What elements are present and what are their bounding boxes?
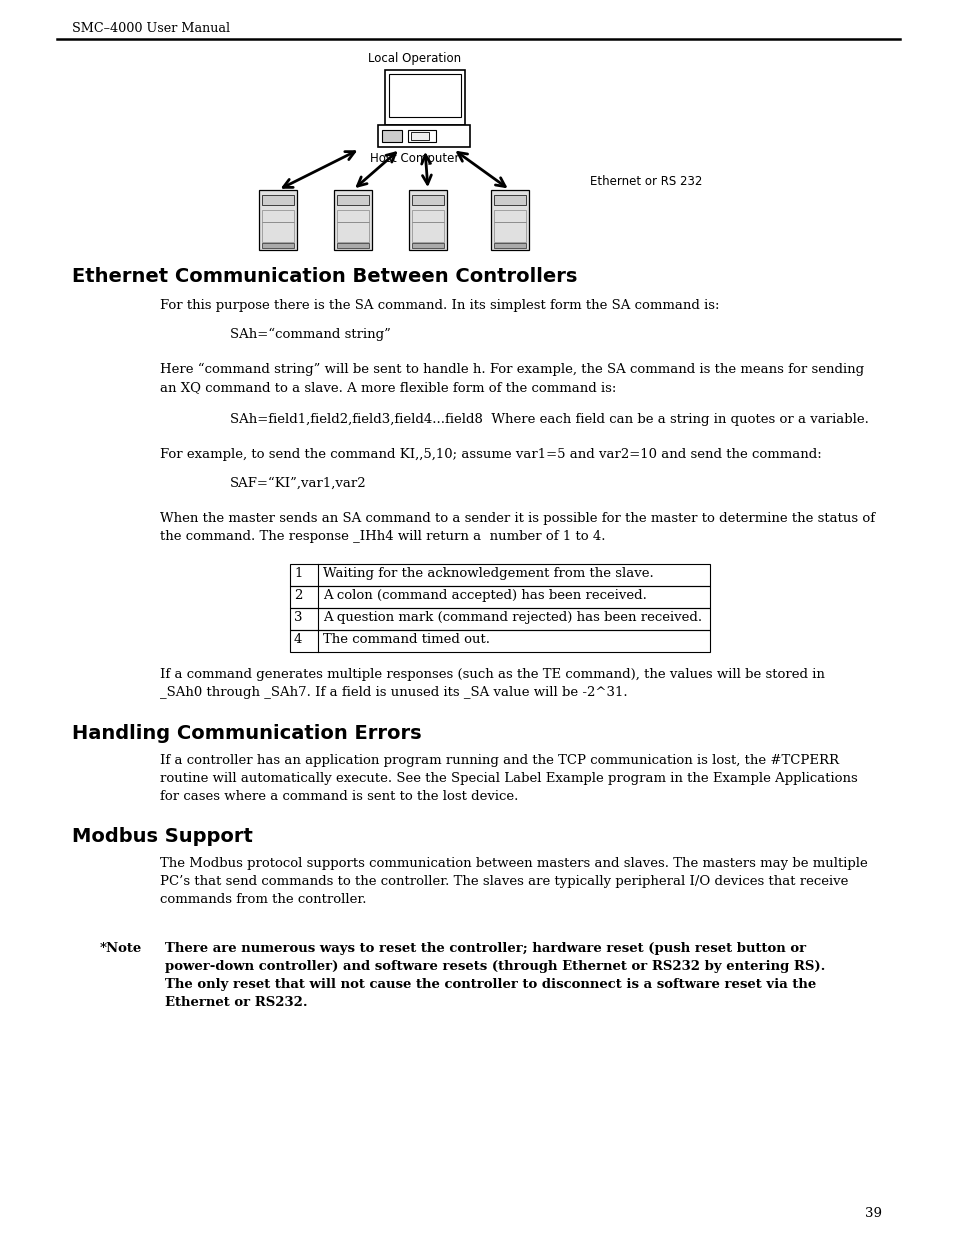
Bar <box>262 222 294 242</box>
Bar <box>262 243 294 248</box>
Bar <box>290 564 709 585</box>
Text: For this purpose there is the SA command. In its simplest form the SA command is: For this purpose there is the SA command… <box>160 299 719 312</box>
Bar <box>412 243 443 248</box>
Text: The Modbus protocol supports communication between masters and slaves. The maste: The Modbus protocol supports communicati… <box>160 857 867 906</box>
Text: If a controller has an application program running and the TCP communication is : If a controller has an application progr… <box>160 755 857 803</box>
Text: 4: 4 <box>294 634 302 646</box>
Text: Host Computer: Host Computer <box>370 152 459 165</box>
Bar <box>409 190 447 249</box>
Bar <box>258 190 296 249</box>
Text: If a command generates multiple responses (such as the TE command), the values w: If a command generates multiple response… <box>160 668 824 699</box>
Text: 1: 1 <box>294 567 302 580</box>
Text: SAF=“KI”,var1,var2: SAF=“KI”,var1,var2 <box>230 477 366 490</box>
Bar <box>290 608 709 630</box>
Bar <box>412 195 443 205</box>
Text: 3: 3 <box>294 611 302 624</box>
Bar <box>262 210 294 222</box>
Text: There are numerous ways to reset the controller; hardware reset (push reset butt: There are numerous ways to reset the con… <box>165 942 824 1009</box>
Bar <box>494 243 525 248</box>
Text: A question mark (command rejected) has been received.: A question mark (command rejected) has b… <box>323 611 701 624</box>
Text: For example, to send the command KI,,5,10; assume var1=5 and var2=10 and send th: For example, to send the command KI,,5,1… <box>160 448 821 461</box>
Bar <box>262 195 294 205</box>
Bar <box>411 132 429 140</box>
Bar <box>408 130 436 142</box>
Text: *Note: *Note <box>100 942 142 955</box>
Bar <box>385 70 464 125</box>
Text: Handling Communication Errors: Handling Communication Errors <box>71 724 421 743</box>
Bar <box>334 190 372 249</box>
Text: Local Operation: Local Operation <box>368 52 461 65</box>
Bar <box>290 630 709 652</box>
Bar <box>494 210 525 222</box>
Bar <box>377 125 470 147</box>
Text: When the master sends an SA command to a sender it is possible for the master to: When the master sends an SA command to a… <box>160 513 874 543</box>
Text: 39: 39 <box>864 1207 882 1220</box>
Text: Ethernet Communication Between Controllers: Ethernet Communication Between Controlle… <box>71 267 577 287</box>
Bar <box>336 210 369 222</box>
Bar <box>412 210 443 222</box>
Text: 2: 2 <box>294 589 302 601</box>
Bar <box>494 222 525 242</box>
Bar <box>336 195 369 205</box>
Text: Ethernet or RS 232: Ethernet or RS 232 <box>589 175 701 188</box>
Bar <box>494 195 525 205</box>
Bar <box>389 74 460 117</box>
Text: The command timed out.: The command timed out. <box>323 634 490 646</box>
Bar <box>336 243 369 248</box>
Bar <box>336 222 369 242</box>
Text: SAh=“command string”: SAh=“command string” <box>230 329 391 341</box>
Bar <box>412 222 443 242</box>
Text: Modbus Support: Modbus Support <box>71 827 253 846</box>
Bar <box>290 585 709 608</box>
Bar <box>491 190 529 249</box>
Text: SAh=field1,field2,field3,field4...field8  Where each field can be a string in qu: SAh=field1,field2,field3,field4...field8… <box>230 412 868 426</box>
Text: SMC–4000 User Manual: SMC–4000 User Manual <box>71 22 230 35</box>
Bar <box>381 130 401 142</box>
Text: A colon (command accepted) has been received.: A colon (command accepted) has been rece… <box>323 589 646 601</box>
Text: Here “command string” will be sent to handle h. For example, the SA command is t: Here “command string” will be sent to ha… <box>160 363 863 394</box>
Text: Waiting for the acknowledgement from the slave.: Waiting for the acknowledgement from the… <box>323 567 653 580</box>
